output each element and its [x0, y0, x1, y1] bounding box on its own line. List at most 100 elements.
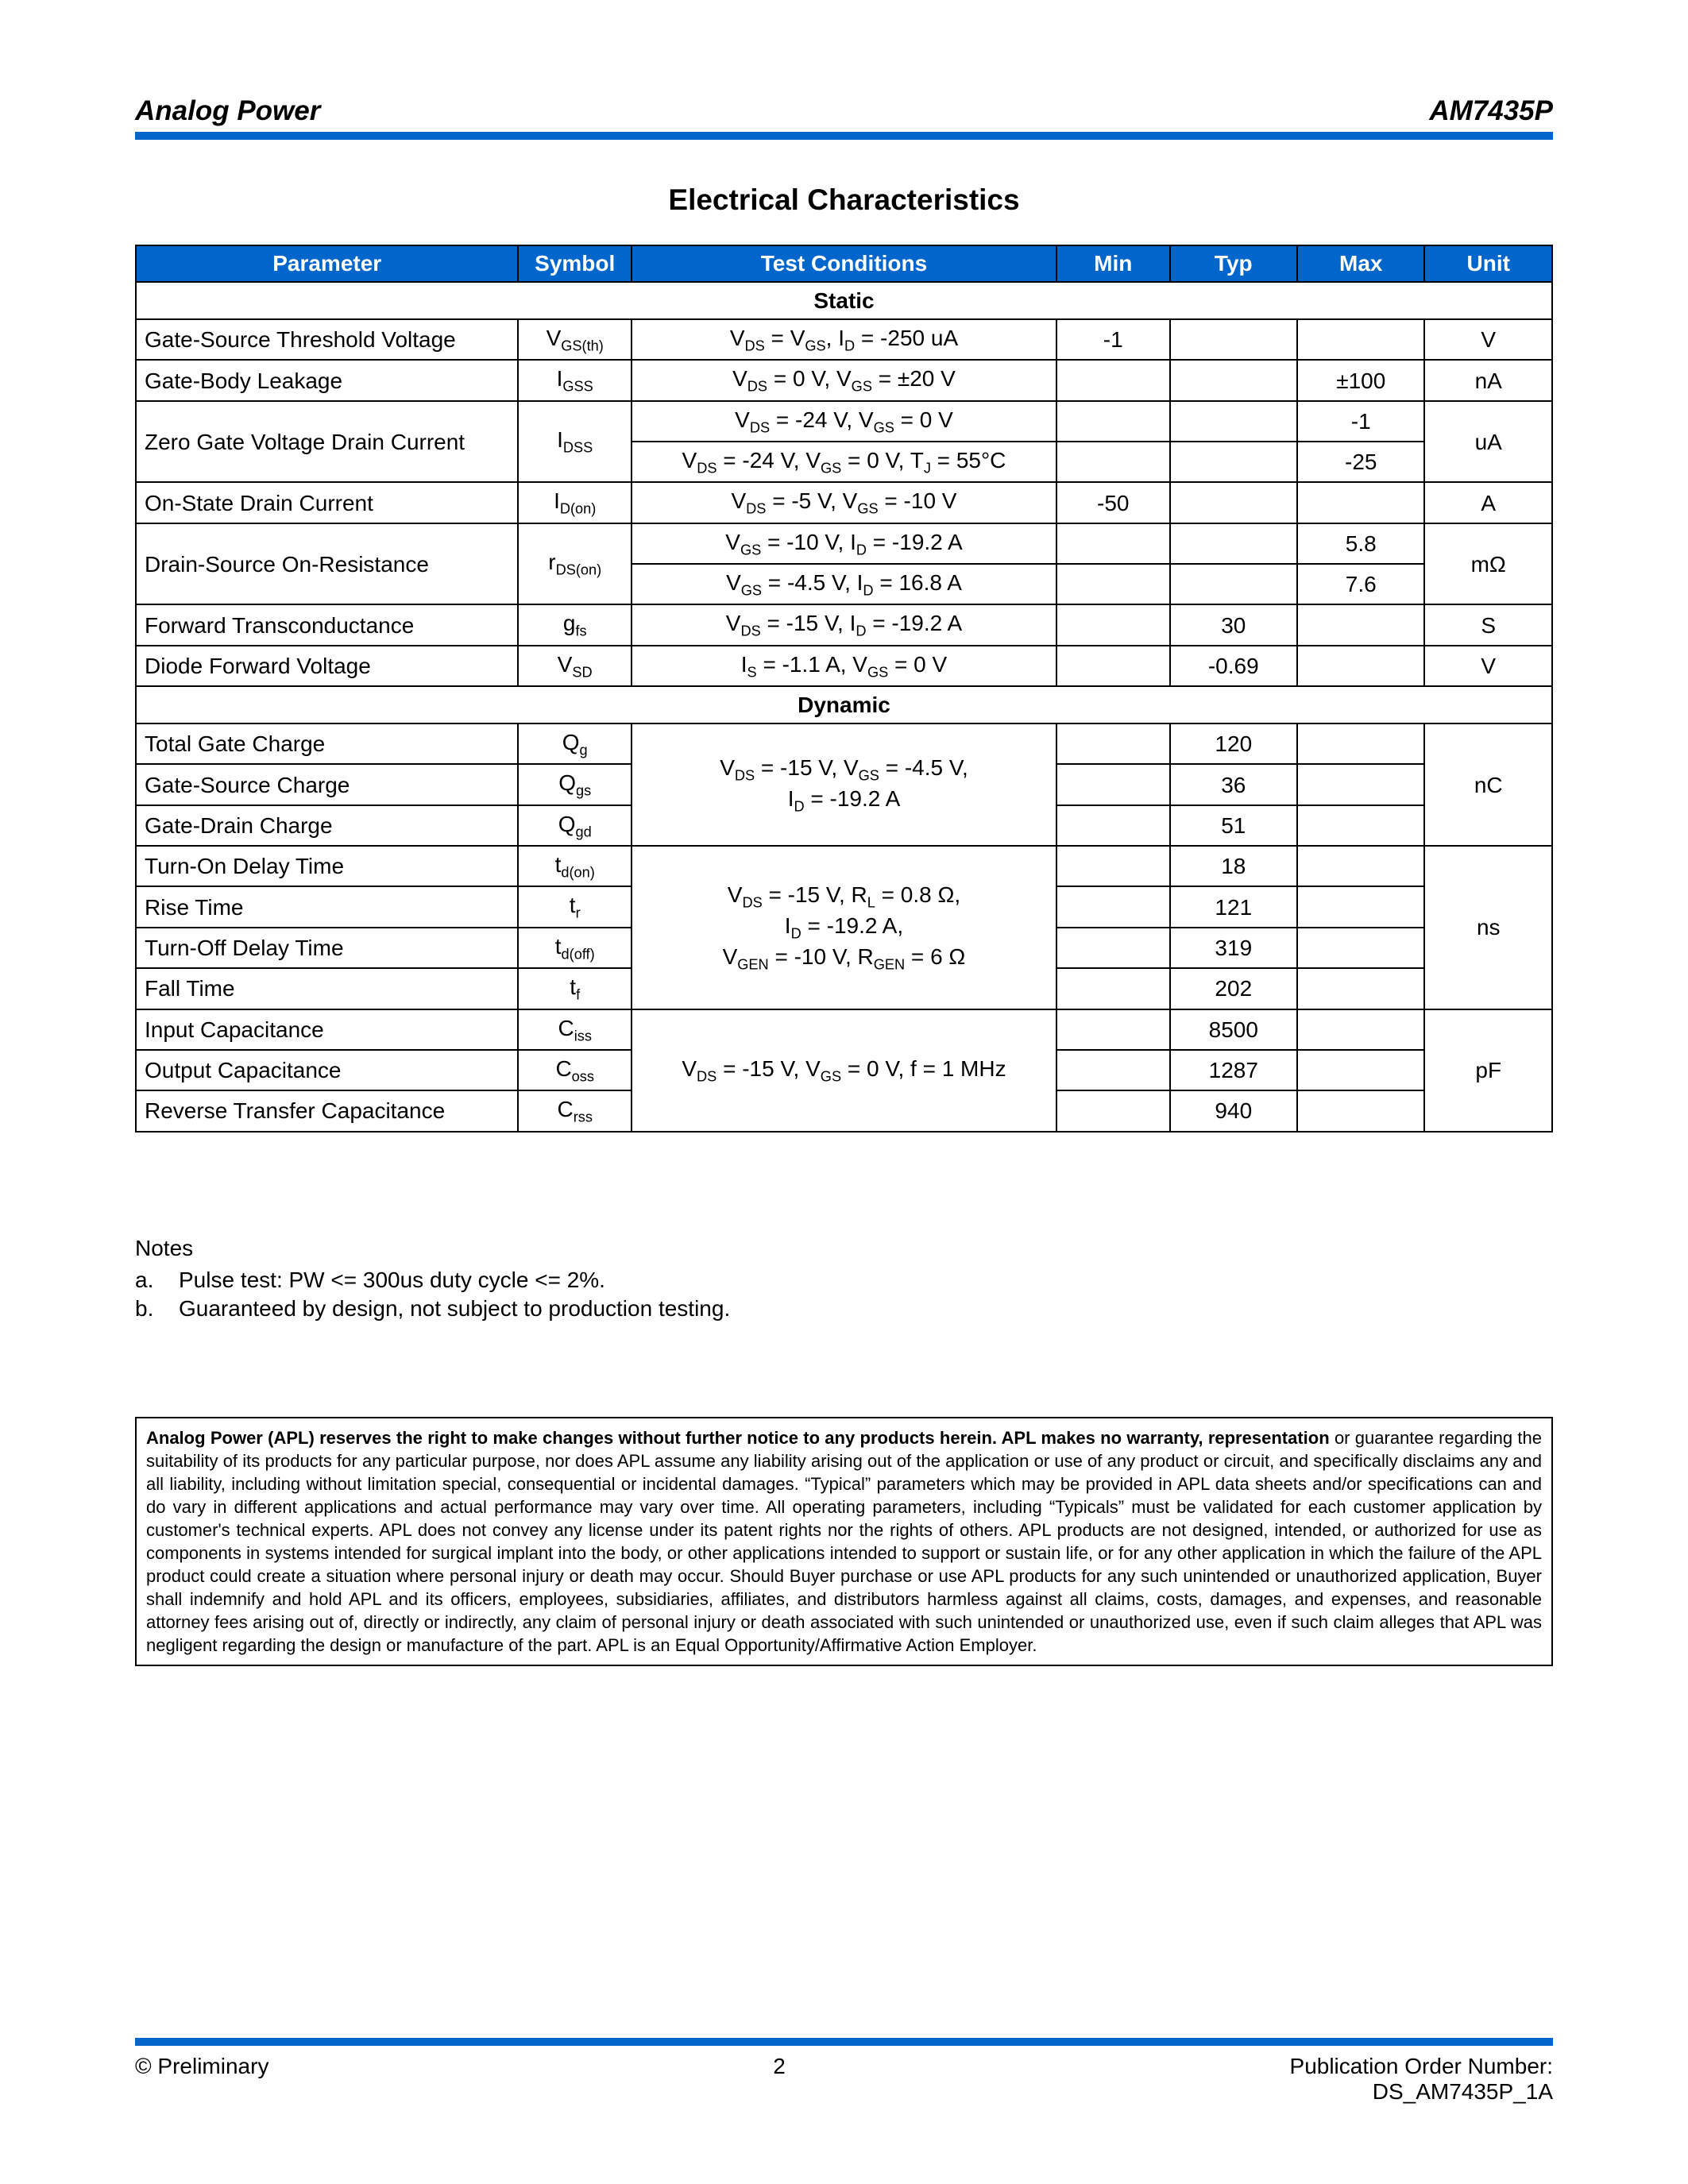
param: Reverse Transfer Capacitance: [136, 1090, 518, 1131]
min: [1056, 764, 1170, 805]
symbol: gfs: [518, 604, 632, 645]
legal-disclaimer: Analog Power (APL) reserves the right to…: [135, 1417, 1553, 1666]
typ: [1170, 564, 1297, 604]
row-igss: Gate-Body Leakage IGSS VDS = 0 V, VGS = …: [136, 360, 1552, 400]
note-key: a.: [135, 1268, 179, 1293]
symbol: IDSS: [518, 401, 632, 483]
min: [1056, 928, 1170, 968]
cond: VDS = 0 V, VGS = ±20 V: [632, 360, 1056, 400]
unit: A: [1424, 482, 1552, 523]
max: [1297, 928, 1424, 968]
param: Gate-Body Leakage: [136, 360, 518, 400]
unit: ns: [1424, 846, 1552, 1009]
notes-heading: Notes: [135, 1236, 1553, 1261]
cond: VDS = -24 V, VGS = 0 V: [632, 401, 1056, 442]
max: [1297, 319, 1424, 360]
typ: 18: [1170, 846, 1297, 886]
row-vsd: Diode Forward Voltage VSD IS = -1.1 A, V…: [136, 646, 1552, 686]
page-footer: © Preliminary 2 Publication Order Number…: [135, 2038, 1553, 2105]
max: -1: [1297, 401, 1424, 442]
footer-left: © Preliminary: [135, 2054, 268, 2105]
unit: V: [1424, 319, 1552, 360]
symbol: Crss: [518, 1090, 632, 1131]
max: 7.6: [1297, 564, 1424, 604]
min: [1056, 1009, 1170, 1050]
datasheet-page: Analog Power AM7435P Electrical Characte…: [0, 0, 1688, 2184]
min: [1056, 401, 1170, 442]
max: -25: [1297, 442, 1424, 482]
min: [1056, 1090, 1170, 1131]
max: [1297, 968, 1424, 1009]
row-ciss: Input Capacitance Ciss VDS = -15 V, VGS …: [136, 1009, 1552, 1050]
symbol: td(off): [518, 928, 632, 968]
symbol: VSD: [518, 646, 632, 686]
typ: [1170, 523, 1297, 564]
param: Turn-Off Delay Time: [136, 928, 518, 968]
max: [1297, 646, 1424, 686]
symbol: Coss: [518, 1050, 632, 1090]
param: Forward Transconductance: [136, 604, 518, 645]
row-gfs: Forward Transconductance gfs VDS = -15 V…: [136, 604, 1552, 645]
param: Diode Forward Voltage: [136, 646, 518, 686]
typ: 51: [1170, 805, 1297, 846]
symbol: rDS(on): [518, 523, 632, 605]
section-static: Static: [136, 282, 1552, 319]
col-max: Max: [1297, 245, 1424, 282]
max: [1297, 482, 1424, 523]
col-typ: Typ: [1170, 245, 1297, 282]
symbol: tr: [518, 886, 632, 927]
col-unit: Unit: [1424, 245, 1552, 282]
min: [1056, 442, 1170, 482]
param: Fall Time: [136, 968, 518, 1009]
typ: 202: [1170, 968, 1297, 1009]
typ: 120: [1170, 723, 1297, 764]
typ: [1170, 319, 1297, 360]
note-key: b.: [135, 1296, 179, 1322]
symbol: ID(on): [518, 482, 632, 523]
param: Turn-On Delay Time: [136, 846, 518, 886]
section-dynamic: Dynamic: [136, 686, 1552, 723]
legal-body: or guarantee regarding the suitability o…: [146, 1428, 1542, 1655]
max: [1297, 846, 1424, 886]
unit: mΩ: [1424, 523, 1552, 605]
max: [1297, 1009, 1424, 1050]
note-text: Guaranteed by design, not subject to pro…: [179, 1296, 730, 1322]
unit: V: [1424, 646, 1552, 686]
param: Drain-Source On-Resistance: [136, 523, 518, 605]
section-title: Electrical Characteristics: [135, 183, 1553, 217]
min: -1: [1056, 319, 1170, 360]
unit: S: [1424, 604, 1552, 645]
min: [1056, 886, 1170, 927]
cond: VDS = -15 V, VGS = 0 V, f = 1 MHz: [632, 1009, 1056, 1132]
max: [1297, 805, 1424, 846]
row-vgsth: Gate-Source Threshold Voltage VGS(th) VD…: [136, 319, 1552, 360]
footer-page: 2: [773, 2054, 786, 2105]
row-idss-1: Zero Gate Voltage Drain Current IDSS VDS…: [136, 401, 1552, 442]
param: Gate-Source Charge: [136, 764, 518, 805]
typ: -0.69: [1170, 646, 1297, 686]
col-parameter: Parameter: [136, 245, 518, 282]
page-header: Analog Power AM7435P: [135, 95, 1553, 127]
typ: [1170, 482, 1297, 523]
pub-number: DS_AM7435P_1A: [1373, 2079, 1553, 2104]
row-tdon: Turn-On Delay Time td(on) VDS = -15 V, R…: [136, 846, 1552, 886]
param: Gate-Drain Charge: [136, 805, 518, 846]
max: [1297, 604, 1424, 645]
part-number: AM7435P: [1429, 95, 1553, 127]
symbol: Qgd: [518, 805, 632, 846]
footer-rule: [135, 2038, 1553, 2046]
unit: nA: [1424, 360, 1552, 400]
company-name: Analog Power: [135, 95, 320, 127]
col-min: Min: [1056, 245, 1170, 282]
min: [1056, 564, 1170, 604]
min: [1056, 723, 1170, 764]
row-idon: On-State Drain Current ID(on) VDS = -5 V…: [136, 482, 1552, 523]
min: [1056, 604, 1170, 645]
min: [1056, 846, 1170, 886]
max: [1297, 1090, 1424, 1131]
typ: 30: [1170, 604, 1297, 645]
cond: VDS = -5 V, VGS = -10 V: [632, 482, 1056, 523]
symbol: Qgs: [518, 764, 632, 805]
symbol: VGS(th): [518, 319, 632, 360]
symbol: IGSS: [518, 360, 632, 400]
